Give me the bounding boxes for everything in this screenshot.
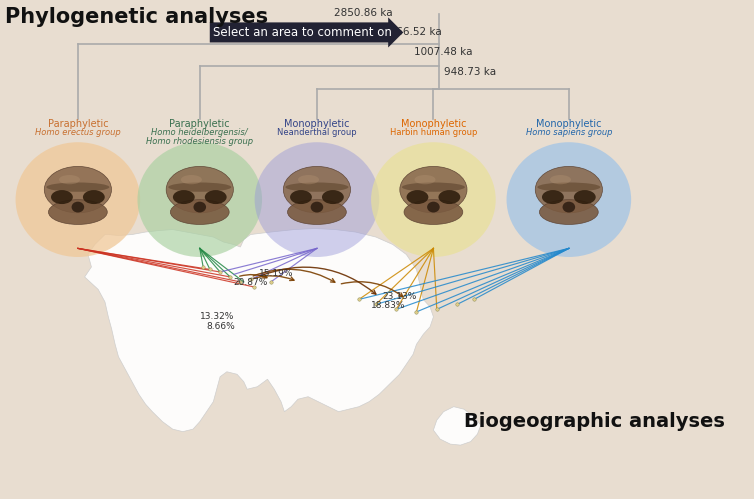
Ellipse shape <box>404 200 463 225</box>
Ellipse shape <box>173 190 195 204</box>
Ellipse shape <box>438 190 460 204</box>
Ellipse shape <box>59 175 80 184</box>
FancyArrowPatch shape <box>253 276 294 280</box>
Ellipse shape <box>286 183 348 192</box>
Ellipse shape <box>47 183 109 192</box>
Ellipse shape <box>51 190 73 204</box>
FancyArrowPatch shape <box>253 269 335 282</box>
Ellipse shape <box>562 202 575 213</box>
Ellipse shape <box>83 190 105 204</box>
Ellipse shape <box>539 200 598 225</box>
Text: 948.73 ka: 948.73 ka <box>443 67 495 77</box>
Text: Homo sapiens group: Homo sapiens group <box>526 128 612 137</box>
Ellipse shape <box>137 142 262 257</box>
Ellipse shape <box>290 190 312 204</box>
Text: Monophyletic: Monophyletic <box>536 119 602 129</box>
Text: 18.83%: 18.83% <box>371 301 406 310</box>
Ellipse shape <box>406 190 428 204</box>
Text: 8.66%: 8.66% <box>207 322 235 331</box>
Ellipse shape <box>166 167 233 213</box>
Text: Select an area to comment on: Select an area to comment on <box>213 26 392 39</box>
Text: Monophyletic: Monophyletic <box>400 119 466 129</box>
Polygon shape <box>434 407 481 445</box>
Text: Homo rhodesiensis group: Homo rhodesiensis group <box>146 137 253 146</box>
Ellipse shape <box>170 200 229 225</box>
Ellipse shape <box>427 202 440 213</box>
Text: 23.13%: 23.13% <box>382 292 417 301</box>
Text: 20.87%: 20.87% <box>234 278 268 287</box>
Ellipse shape <box>298 175 319 184</box>
Text: Paraphyletic: Paraphyletic <box>48 119 108 129</box>
Ellipse shape <box>284 167 351 213</box>
Ellipse shape <box>194 202 206 213</box>
Ellipse shape <box>507 142 631 257</box>
Ellipse shape <box>538 183 600 192</box>
Text: Homo heidelbergensis/: Homo heidelbergensis/ <box>152 128 248 137</box>
Ellipse shape <box>402 183 465 192</box>
Ellipse shape <box>550 175 571 184</box>
Text: 15.19%: 15.19% <box>259 269 294 278</box>
Ellipse shape <box>322 190 344 204</box>
Text: Monophyletic: Monophyletic <box>284 119 350 129</box>
Text: 2850.86 ka: 2850.86 ka <box>334 8 393 18</box>
Ellipse shape <box>415 175 436 184</box>
Ellipse shape <box>72 202 84 213</box>
Text: Phylogenetic analyses: Phylogenetic analyses <box>5 7 268 27</box>
Ellipse shape <box>535 167 602 213</box>
Ellipse shape <box>205 190 227 204</box>
Ellipse shape <box>371 142 495 257</box>
Ellipse shape <box>181 175 202 184</box>
Ellipse shape <box>44 167 112 213</box>
Text: Harbin human group: Harbin human group <box>390 128 477 137</box>
Text: Paraphyletic: Paraphyletic <box>170 119 230 129</box>
Ellipse shape <box>48 200 107 225</box>
Ellipse shape <box>311 202 323 213</box>
Text: Homo erectus group: Homo erectus group <box>35 128 121 137</box>
FancyArrowPatch shape <box>260 267 376 294</box>
Polygon shape <box>84 229 434 432</box>
Text: Neanderthal group: Neanderthal group <box>277 128 357 137</box>
FancyArrowPatch shape <box>342 282 403 297</box>
Text: 1007.48 ka: 1007.48 ka <box>415 47 473 57</box>
FancyArrowPatch shape <box>240 274 267 278</box>
Text: Biogeographic analyses: Biogeographic analyses <box>464 412 725 431</box>
Ellipse shape <box>574 190 596 204</box>
Ellipse shape <box>255 142 379 257</box>
Ellipse shape <box>542 190 564 204</box>
Text: 1266.52 ka: 1266.52 ka <box>382 27 441 37</box>
Ellipse shape <box>168 183 231 192</box>
Ellipse shape <box>16 142 140 257</box>
Ellipse shape <box>400 167 467 213</box>
Text: 13.32%: 13.32% <box>200 312 234 321</box>
Polygon shape <box>68 217 78 226</box>
Ellipse shape <box>287 200 346 225</box>
